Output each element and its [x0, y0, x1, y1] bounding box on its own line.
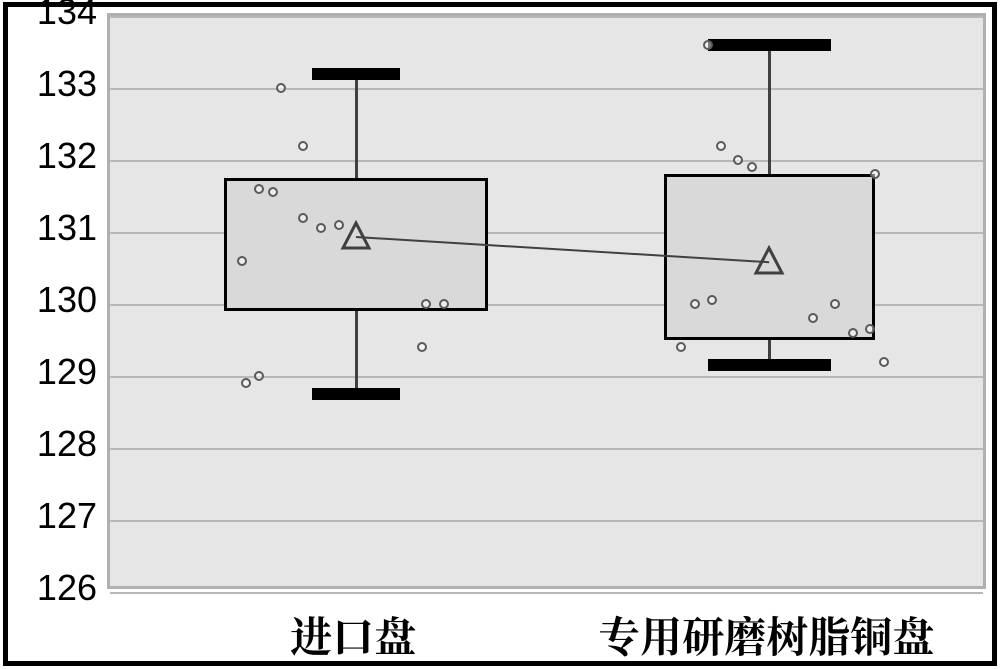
ytick-label: 129 [7, 351, 97, 393]
data-point [879, 357, 889, 367]
gridline [110, 520, 983, 522]
ytick-label: 128 [7, 423, 97, 465]
data-point [417, 342, 427, 352]
ytick-label: 132 [7, 135, 97, 177]
data-point [254, 371, 264, 381]
data-point [690, 299, 700, 309]
data-point [237, 256, 247, 266]
data-point [830, 299, 840, 309]
data-point [316, 223, 326, 233]
data-point [439, 299, 449, 309]
gridline [110, 88, 983, 90]
ytick-label: 134 [7, 0, 97, 33]
ytick-label: 131 [7, 207, 97, 249]
data-point [676, 342, 686, 352]
gridline [110, 592, 983, 594]
data-point [707, 295, 717, 305]
data-point [421, 299, 431, 309]
data-point [870, 169, 880, 179]
data-point [733, 155, 743, 165]
data-point [298, 141, 308, 151]
whisker-cap [708, 359, 831, 371]
data-point [848, 328, 858, 338]
data-point [808, 313, 818, 323]
gridline [110, 448, 983, 450]
gridline [110, 376, 983, 378]
ytick-label: 126 [7, 567, 97, 609]
data-point [241, 378, 251, 388]
gridline [110, 160, 983, 162]
data-point [716, 141, 726, 151]
gridline [110, 16, 983, 18]
xtick-label: 进口盘 [290, 605, 416, 665]
boxplot-chart: { "chart": { "type": "boxplot", "width_p… [0, 0, 1000, 669]
data-point [276, 83, 286, 93]
ytick-label: 130 [7, 279, 97, 321]
ytick-label: 133 [7, 63, 97, 105]
data-point [703, 40, 713, 50]
data-point [268, 187, 278, 197]
xtick-label: 专用研磨树脂铜盘 [598, 605, 934, 665]
whisker-cap [312, 388, 400, 400]
data-point [865, 324, 875, 334]
plot-area [107, 13, 986, 589]
ytick-label: 127 [7, 495, 97, 537]
data-point [298, 213, 308, 223]
whisker-cap [312, 68, 400, 80]
data-point [747, 162, 757, 172]
data-point [254, 184, 264, 194]
whisker-cap [708, 39, 831, 51]
